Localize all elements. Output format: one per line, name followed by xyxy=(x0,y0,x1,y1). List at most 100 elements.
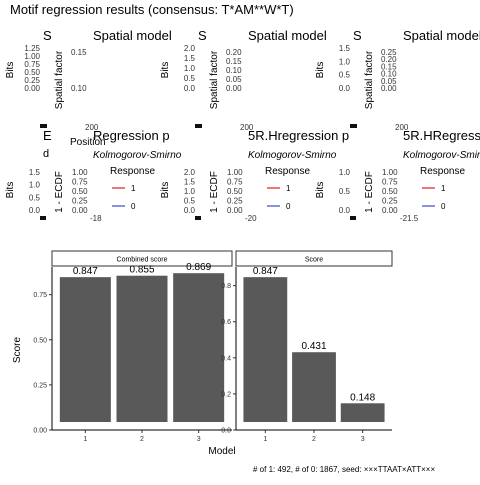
spatial-model-title: Spatial model xyxy=(93,28,172,43)
legend-key-label: 1 xyxy=(131,184,136,193)
footer-note: # of 1: 492, # of 0: 1867, seed: ×××TTAA… xyxy=(253,465,435,474)
regression-x-tick-label: -18 xyxy=(90,214,102,223)
bits-tick-label: 1.0 xyxy=(184,187,196,196)
bar-value-label: 0.431 xyxy=(301,341,326,352)
regression-x-tick-label: -20 xyxy=(245,214,257,223)
score-bar xyxy=(116,275,168,422)
bits-tick-label: 0.50 xyxy=(24,68,40,77)
x-tick-label: 1 xyxy=(263,436,267,443)
y-tick-label: 0.4 xyxy=(221,355,231,362)
top-clipped-title: S xyxy=(353,28,362,43)
x-tick-label: 2 xyxy=(140,436,144,443)
bits-axis-label: Bits xyxy=(160,182,171,199)
bits-tick-label: 0.5 xyxy=(184,74,196,83)
bar-value-label: 0.855 xyxy=(129,265,154,276)
model-axis-label: Model xyxy=(208,446,235,457)
spatial-factor-axis-label: Spatial factor xyxy=(209,50,220,109)
legend-key-label: 1 xyxy=(441,184,446,193)
ecdf-tick-label: 0.00 xyxy=(227,206,243,215)
bar-value-label: 0.847 xyxy=(73,266,98,277)
bar-value-label: 0.869 xyxy=(186,262,211,273)
bits-tick-label: 0.0 xyxy=(29,206,41,215)
facet-strip xyxy=(51,250,233,267)
score-bar xyxy=(340,403,385,422)
spatial-tick-label: 0.00 xyxy=(381,84,397,93)
collapsed-logo-axis xyxy=(195,216,201,220)
ecdf-axis-label: 1 - ECDF xyxy=(209,171,220,213)
ecdf-tick-label: 0.50 xyxy=(382,187,398,196)
spatial-tick-label: 0.05 xyxy=(226,75,242,84)
regression-panel-subtitle: Kolmogorov-Smirno xyxy=(248,150,337,161)
spatial-model-title: Spatial model xyxy=(403,28,480,43)
spatial-tick-label: 0.15 xyxy=(71,48,87,57)
collapsed-logo-axis xyxy=(350,124,357,128)
bits-tick-label: 1.25 xyxy=(24,44,40,53)
score-bar xyxy=(243,277,288,422)
bar-value-label: 0.847 xyxy=(253,266,278,277)
regression-clipped-title: E xyxy=(43,128,52,143)
y-tick-label: 0.8 xyxy=(221,283,231,290)
legend-key-label: 1 xyxy=(286,184,291,193)
ecdf-tick-label: 0.00 xyxy=(382,206,398,215)
bits-tick-label: 1.0 xyxy=(29,181,41,190)
ecdf-tick-label: 1.00 xyxy=(382,168,398,177)
spatial-tick-label: 0.10 xyxy=(71,84,87,93)
bits-tick-label: 2.0 xyxy=(184,44,196,53)
ecdf-tick-label: 0.75 xyxy=(72,178,88,187)
regression-panel-title: 5R.Hregression p xyxy=(248,128,349,143)
position-axis-label: Position xyxy=(70,137,106,148)
spatial-model-title: Spatial model xyxy=(248,28,327,43)
bits-axis-label: Bits xyxy=(315,182,326,199)
facet-strip-label: Score xyxy=(305,257,323,264)
x-tick-label: 1 xyxy=(83,436,87,443)
bits-axis-label: Bits xyxy=(160,62,171,79)
legend-title: Response xyxy=(110,166,155,177)
bits-tick-label: 0.25 xyxy=(24,76,40,85)
regression-x-tick-label: -21.5 xyxy=(400,214,419,223)
score-bar xyxy=(173,273,225,422)
y-tick-label: 0.25 xyxy=(33,382,47,389)
regression-panel-subtitle: Kolmogorov-Smirno xyxy=(403,150,480,161)
ecdf-axis-label: 1 - ECDF xyxy=(364,171,375,213)
ecdf-tick-label: 0.50 xyxy=(227,187,243,196)
ecdf-tick-label: 1.00 xyxy=(227,168,243,177)
y-tick-label: 0.75 xyxy=(33,292,47,299)
regression-panel-subtitle: Kolmogorov-Smirno xyxy=(93,150,182,161)
y-tick-label: 0.0 xyxy=(221,428,231,435)
spatial-factor-axis-label: Spatial factor xyxy=(54,50,65,109)
bits-tick-label: 1.5 xyxy=(184,178,196,187)
y-tick-label: 0.6 xyxy=(221,319,231,326)
bits-axis-label: Bits xyxy=(5,182,16,199)
legend-key-label: 0 xyxy=(131,202,136,211)
position-tick-label: 200 xyxy=(240,123,254,132)
collapsed-logo-axis xyxy=(40,124,47,128)
figure-title: Motif regression results (consensus: T*A… xyxy=(10,2,294,17)
top-clipped-title: S xyxy=(198,28,207,43)
y-tick-label: 0.00 xyxy=(33,428,47,435)
bits-tick-label: 1.0 xyxy=(184,64,196,73)
spatial-tick-label: 0.20 xyxy=(381,55,397,64)
y-tick-label: 0.2 xyxy=(221,391,231,398)
score-axis-label: Score xyxy=(12,337,23,364)
bits-tick-label: 1.0 xyxy=(339,168,351,177)
bits-axis-label: Bits xyxy=(315,62,326,79)
bits-tick-label: 0.0 xyxy=(184,206,196,215)
collapsed-logo-axis xyxy=(350,216,356,220)
regression-panel-title: 5R.HRegression p xyxy=(403,128,480,143)
facet-strip xyxy=(235,250,393,267)
spatial-tick-label: 0.15 xyxy=(381,62,397,71)
ecdf-tick-label: 0.00 xyxy=(72,206,88,215)
x-tick-label: 2 xyxy=(312,436,316,443)
ecdf-tick-label: 0.25 xyxy=(382,197,398,206)
spatial-tick-label: 0.25 xyxy=(381,48,397,57)
x-tick-label: 3 xyxy=(197,436,201,443)
regression-panel-title: Regression p xyxy=(93,128,170,143)
score-bar xyxy=(292,352,336,422)
y-tick-label: 0.50 xyxy=(33,337,47,344)
bits-tick-label: 0.5 xyxy=(184,197,196,206)
bits-tick-label: 0.0 xyxy=(339,206,351,215)
regression-clipped-subtitle: d xyxy=(43,148,49,160)
ecdf-tick-label: 0.75 xyxy=(227,178,243,187)
bits-tick-label: 2.0 xyxy=(184,168,196,177)
